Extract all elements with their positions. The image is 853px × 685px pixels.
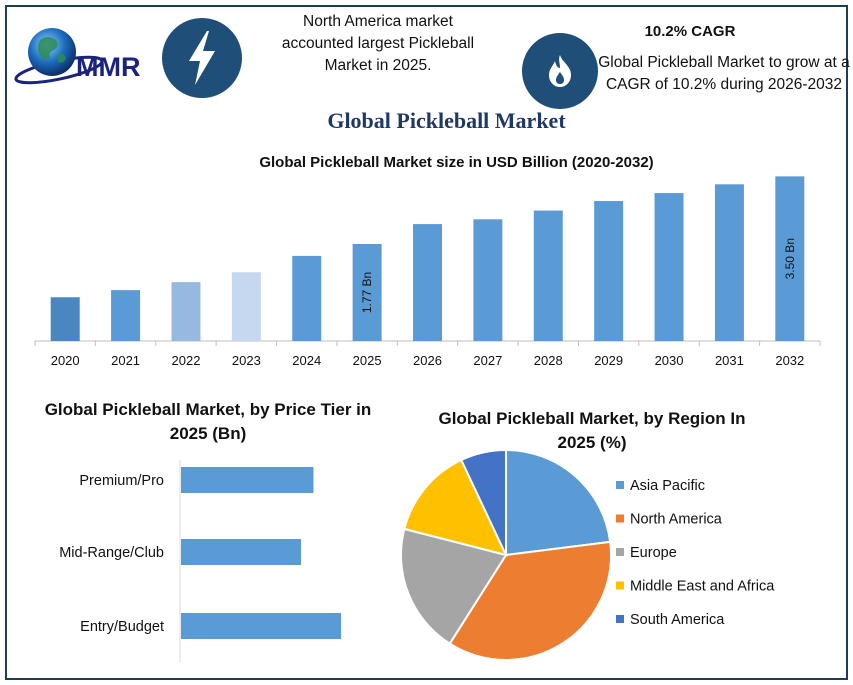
market-size-bar-chart: 2020 2021 2022 2023 2024 2025 1.77 Bn 2026 2027 2…: [34, 176, 821, 368]
bar-2029: [594, 201, 624, 341]
bar-2027: [473, 219, 503, 341]
lightning-badge: [162, 18, 242, 98]
pie-slice-4: [459, 448, 507, 556]
flame-badge: [522, 33, 598, 109]
legend-swatch-4: [616, 615, 624, 623]
bar-2025: [352, 243, 382, 341]
legend-label-0: Asia Pacific: [630, 478, 705, 494]
x-tick-label-2024: 2024: [292, 353, 321, 368]
tier-bar-0: [181, 467, 314, 493]
legend-swatch-3: [616, 581, 624, 590]
tier-bar-2: [181, 613, 341, 639]
x-tick-label-2028: 2028: [534, 353, 563, 368]
legend-label-2: Europe: [630, 545, 677, 561]
logo-text: MMR: [76, 52, 140, 82]
bar-2023: [231, 272, 261, 341]
cagr-title: 10.2% CAGR: [644, 23, 736, 40]
pie-slice-2: [400, 527, 508, 646]
x-tick-label-2022: 2022: [172, 353, 201, 368]
tier-label-1: Mid-Range/Club: [59, 545, 164, 561]
tier-label-2: Entry/Budget: [80, 619, 164, 635]
bar-2020: [50, 297, 80, 341]
bar-2021: [111, 290, 141, 341]
legend-swatch-1: [616, 514, 624, 523]
bar-2026: [413, 224, 442, 341]
bar-2032: [775, 176, 805, 341]
legend-swatch-2: [616, 548, 624, 556]
north-america-note: North America market accounted largest P…: [281, 13, 475, 74]
data-label-2025: 1.77 Bn: [360, 272, 374, 313]
legend-swatch-0: [616, 481, 624, 489]
legend-label-3: Middle East and Africa: [630, 579, 775, 595]
x-tick-label-2021: 2021: [111, 353, 140, 368]
pie-slice-3: [403, 458, 508, 557]
bar-2024: [292, 255, 322, 341]
legend-label-1: North America: [630, 512, 723, 528]
x-tick-label-2027: 2027: [473, 353, 502, 368]
tier-bar-1: [181, 539, 301, 565]
region-pie-title: Global Pickleball Market, by Region In 2…: [438, 409, 746, 452]
legend-label-4: South America: [630, 612, 725, 628]
x-tick-label-2029: 2029: [594, 353, 623, 368]
price-tier-bar-chart: Premium/Pro Mid-Range/Club Entry/Budget: [59, 460, 341, 662]
x-tick-label-2023: 2023: [232, 353, 261, 368]
market-size-chart-title: Global Pickleball Market size in USD Bil…: [259, 154, 654, 171]
pie-slice-1: [448, 540, 612, 661]
region-pie-chart: Asia Pacific North America Europe Middle Ea…: [400, 448, 775, 661]
x-tick-label-2032: 2032: [775, 353, 804, 368]
lightning-bolt-icon: [189, 31, 215, 85]
bar-2022: [171, 282, 201, 341]
x-tick-label-2030: 2030: [655, 353, 684, 368]
mmr-logo: MMR: [14, 28, 140, 85]
data-label-2032: 3.50 Bn: [783, 238, 797, 279]
bar-2030: [654, 193, 684, 341]
x-tick-label-2025: 2025: [353, 353, 382, 368]
x-tick-label-2026: 2026: [413, 353, 442, 368]
cagr-text: Global Pickleball Market to grow at a CA…: [598, 54, 850, 93]
bar-2031: [714, 184, 744, 341]
bar-2028: [533, 210, 563, 341]
tier-label-0: Premium/Pro: [79, 473, 164, 489]
main-title: Global Pickleball Market: [327, 108, 566, 133]
price-tier-chart-title: Global Pickleball Market, by Price Tier …: [44, 400, 372, 443]
x-tick-label-2020: 2020: [51, 353, 80, 368]
flame-icon: [549, 55, 571, 87]
pie-slice-0: [505, 448, 612, 557]
x-tick-label-2031: 2031: [715, 353, 744, 368]
